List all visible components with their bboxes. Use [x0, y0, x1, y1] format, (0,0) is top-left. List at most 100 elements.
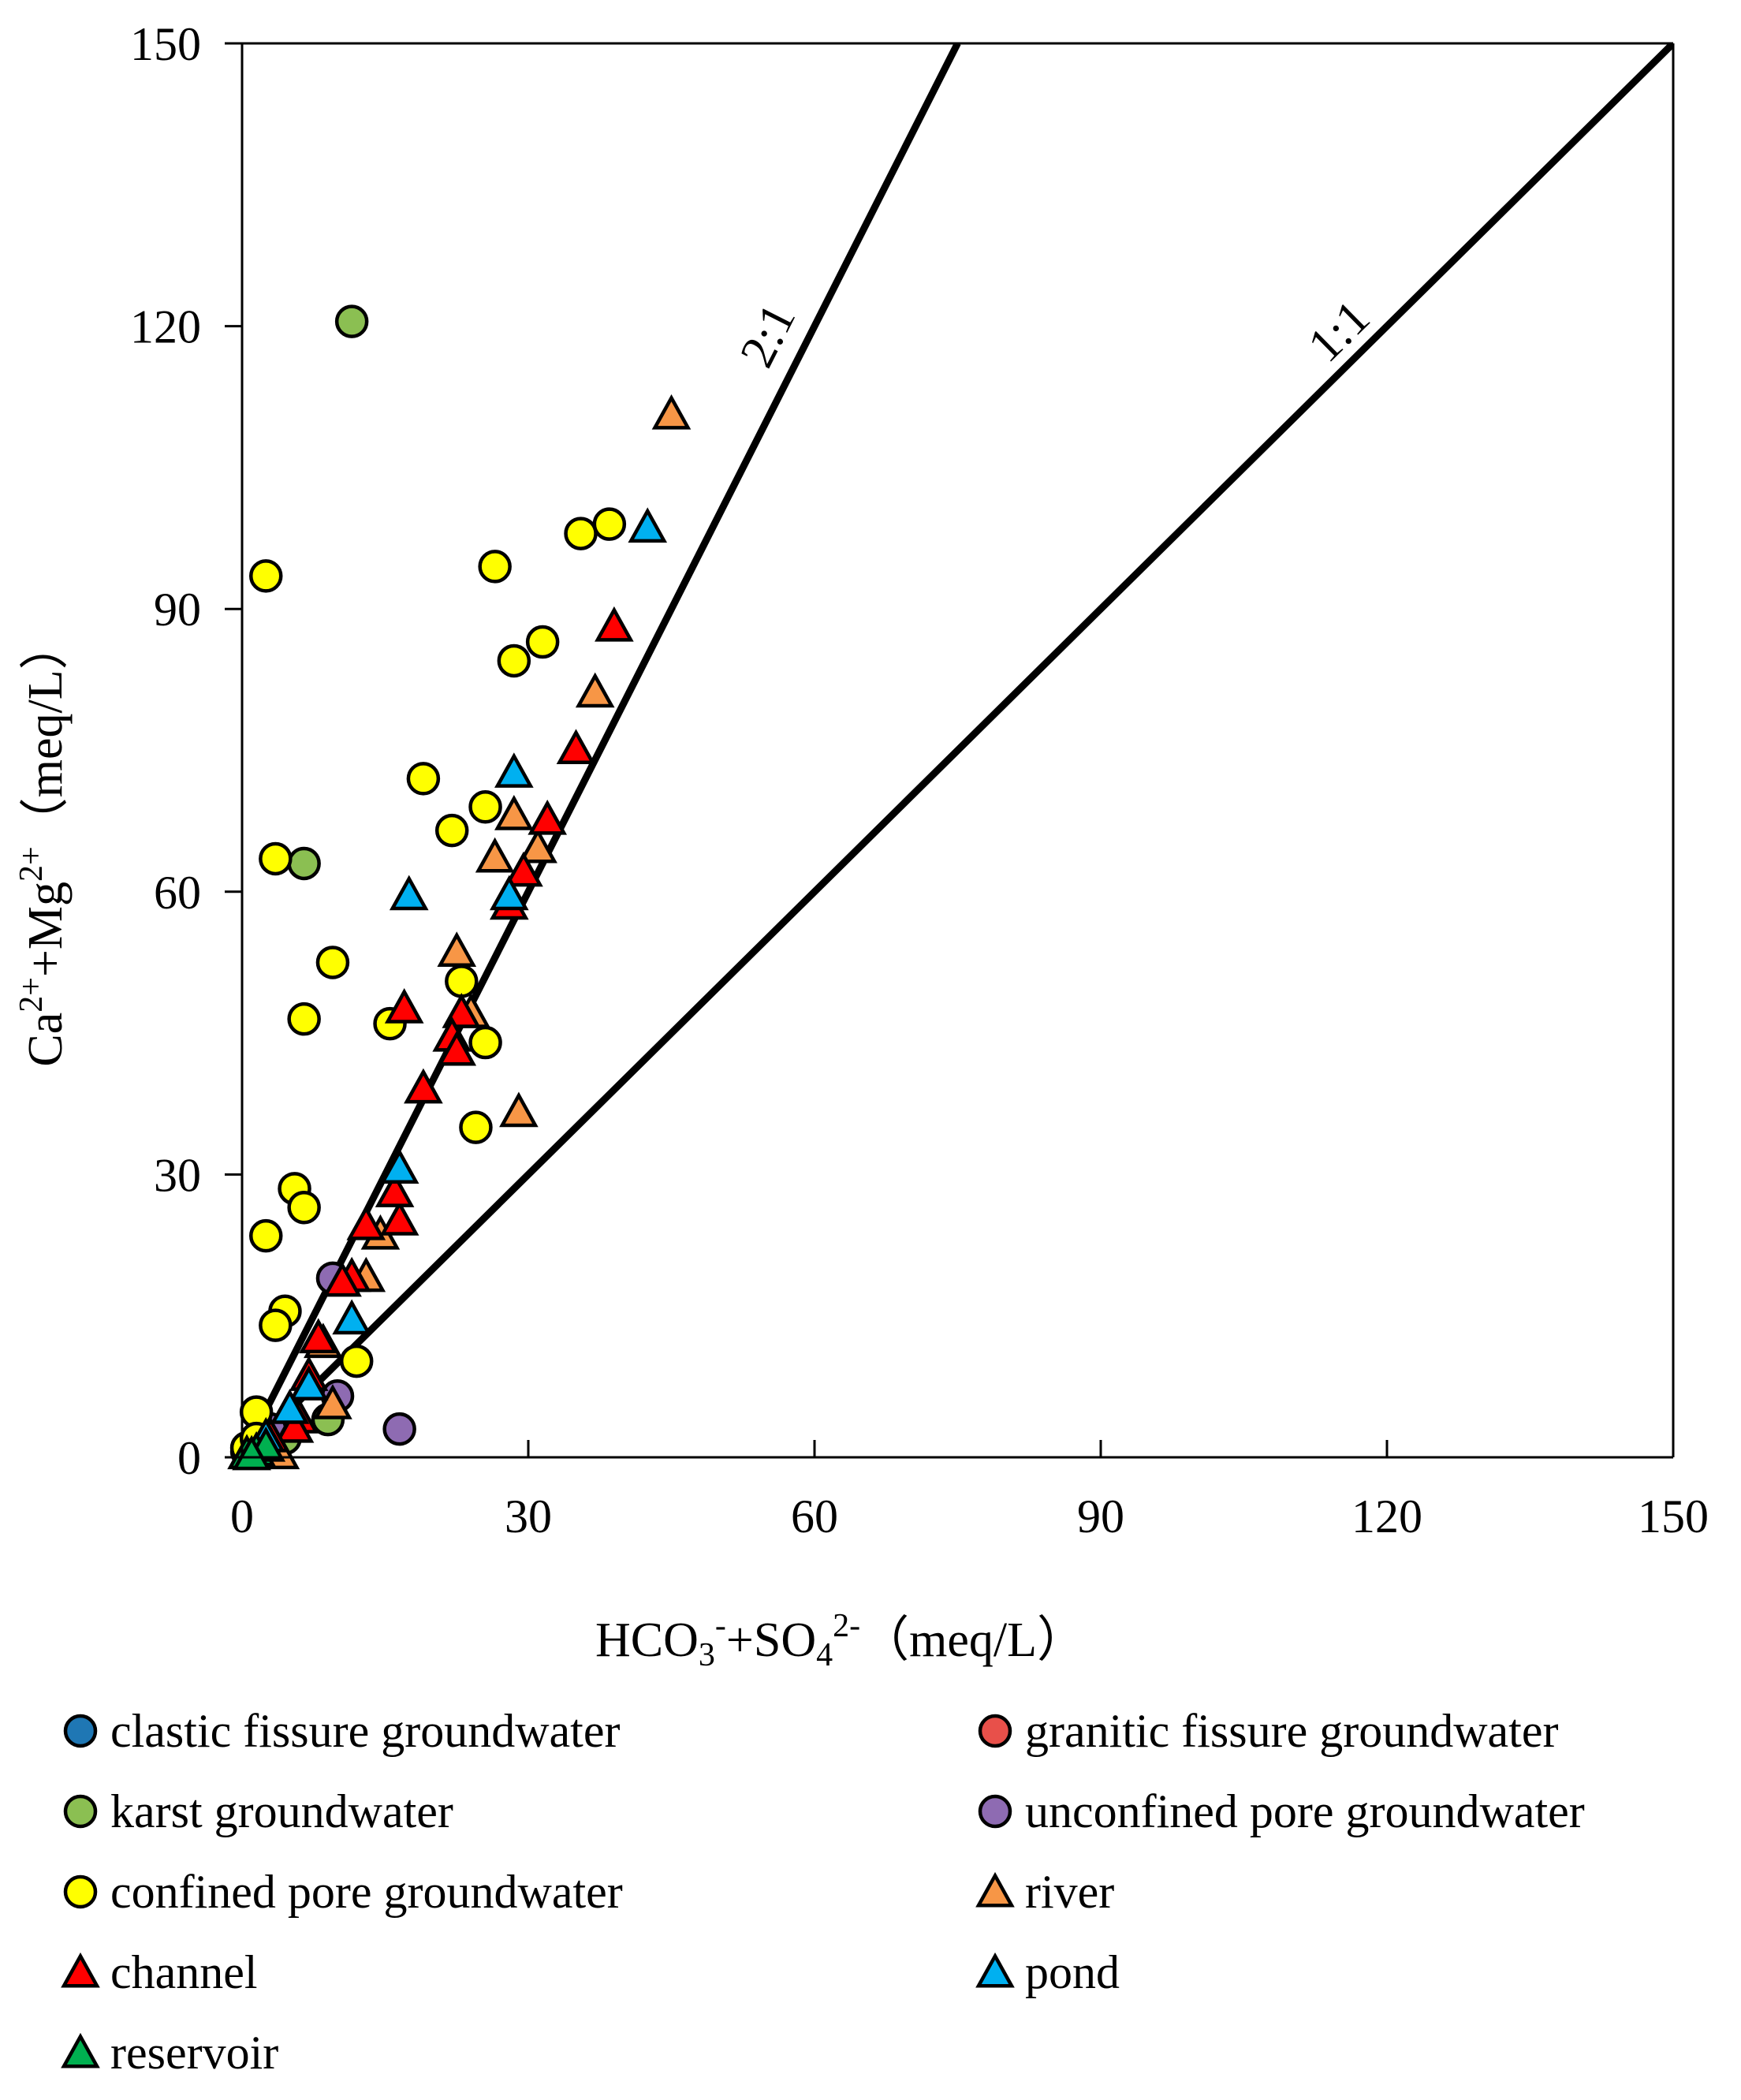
data-point — [375, 1172, 415, 1207]
data-point — [525, 625, 560, 659]
data-point — [504, 851, 543, 887]
legend-marker — [63, 1794, 98, 1829]
data-point — [468, 789, 502, 824]
data-point — [651, 394, 692, 430]
legend-label: granitic fissure groundwater — [1025, 1705, 1558, 1757]
legend-marker — [61, 1952, 100, 1988]
legend-label: unconfined pore groundwater — [1025, 1785, 1585, 1837]
y-tick-label: 30 — [154, 1149, 201, 1201]
x-tick-label: 90 — [1077, 1490, 1124, 1542]
data-point — [468, 1025, 502, 1060]
data-point — [322, 1261, 362, 1297]
data-point — [575, 672, 615, 708]
data-point — [404, 1068, 443, 1104]
data-point — [232, 1434, 271, 1471]
series-pond — [246, 507, 668, 1453]
data-point — [494, 752, 534, 788]
data-point — [475, 837, 515, 873]
data-point — [313, 1384, 352, 1419]
data-point — [459, 1110, 493, 1144]
x-tick-label: 150 — [1638, 1490, 1709, 1542]
reference-line-1-1 — [242, 43, 1673, 1457]
data-point — [478, 550, 512, 584]
data-point — [518, 827, 557, 863]
legend-marker — [63, 1714, 98, 1748]
data-point — [334, 304, 369, 338]
data-point — [315, 946, 350, 979]
data-point — [259, 841, 293, 876]
y-tick-label: 120 — [130, 301, 201, 353]
y-tick-label: 150 — [130, 18, 201, 70]
legend-item-unconfined-pore-groundwater: unconfined pore groundwater — [978, 1785, 1585, 1837]
data-point — [499, 1091, 539, 1128]
y-tick-label: 60 — [154, 867, 201, 919]
legend-item-channel: channel — [61, 1946, 258, 1998]
data-point — [556, 729, 596, 765]
data-point — [332, 1299, 371, 1335]
data-point — [289, 1365, 329, 1401]
data-point — [437, 931, 477, 968]
x-tick-label: 60 — [791, 1490, 838, 1542]
legend-item-karst-groundwater: karst groundwater — [63, 1785, 453, 1837]
legend-marker — [63, 1874, 98, 1909]
x-tick-label: 0 — [230, 1490, 254, 1542]
data-point — [434, 813, 469, 848]
data-point — [528, 799, 568, 835]
legend-marker — [975, 1871, 1015, 1908]
legend-label: reservoir — [110, 2027, 278, 2079]
data-point — [339, 1344, 374, 1378]
legend-label: pond — [1025, 1946, 1120, 1998]
legend-item-granitic-fissure-groundwater: granitic fissure groundwater — [978, 1705, 1558, 1757]
axes: 0 30 60 90 120 150 0 30 60 90 120 150 — [130, 18, 1709, 1542]
data-point — [382, 1412, 416, 1446]
legend-item-reservoir: reservoir — [61, 2027, 278, 2079]
y-tick-label: 0 — [177, 1432, 201, 1484]
legend-label: confined pore groundwater — [110, 1866, 623, 1918]
data-point — [384, 988, 424, 1024]
legend-label: karst groundwater — [110, 1785, 453, 1837]
x-tick-label: 120 — [1351, 1490, 1422, 1542]
legend-item-pond: pond — [975, 1946, 1120, 1998]
data-point — [628, 507, 668, 543]
data-point — [445, 964, 479, 998]
y-axis-title: Ca2++Mg2+（meq/L） — [13, 621, 73, 1066]
legend-marker — [975, 1952, 1015, 1988]
data-point — [249, 559, 283, 593]
data-point — [274, 1407, 315, 1443]
legend-label: channel — [110, 1946, 258, 1998]
data-point — [298, 1318, 338, 1354]
data-point — [406, 762, 441, 796]
data-point — [564, 517, 598, 550]
data-point — [494, 794, 534, 830]
data-point — [497, 643, 531, 678]
x-axis-title: HCO3-+SO42-（meq/L） — [595, 1608, 1086, 1673]
legend-label: river — [1025, 1866, 1114, 1918]
data-point — [379, 1148, 419, 1184]
legend-item-confined-pore-groundwater: confined pore groundwater — [63, 1866, 623, 1918]
data-point — [249, 1218, 283, 1253]
data-point — [287, 1002, 321, 1036]
data-point — [437, 1030, 477, 1066]
data-point — [489, 875, 529, 911]
data-point — [379, 1199, 419, 1236]
data-point — [595, 606, 634, 642]
data-point — [259, 1308, 293, 1342]
legend-item-clastic-fissure-groundwater: clastic fissure groundwater — [63, 1705, 620, 1757]
x-tick-label: 30 — [505, 1490, 552, 1542]
series-confined-pore-groundwater — [229, 507, 627, 1465]
data-point — [346, 1204, 386, 1240]
data-point — [270, 1389, 310, 1424]
data-point — [592, 507, 627, 541]
legend-marker — [978, 1714, 1012, 1748]
data-points — [227, 304, 692, 1471]
legend-marker — [61, 2032, 100, 2068]
legend-marker — [978, 1794, 1012, 1829]
data-point — [287, 846, 321, 881]
data-point — [287, 1190, 321, 1225]
legend-item-river: river — [975, 1866, 1114, 1918]
y-tick-label: 90 — [154, 584, 201, 636]
legend-label: clastic fissure groundwater — [110, 1705, 620, 1757]
legend: clastic fissure groundwater granitic fiss… — [61, 1705, 1585, 2079]
